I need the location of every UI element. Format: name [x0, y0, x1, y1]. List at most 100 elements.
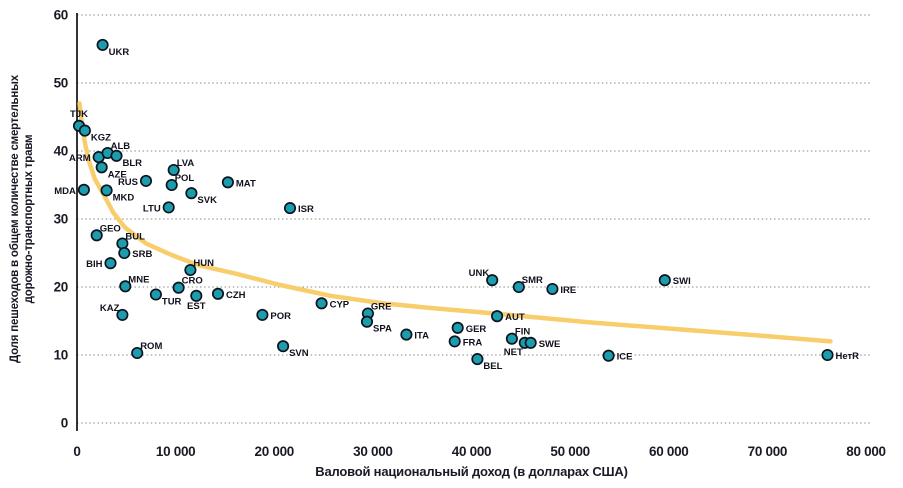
point-label-ISR: ISR [298, 204, 314, 215]
x-tick-label-3: 30 000 [353, 444, 393, 459]
point-label-IRE: IRE [560, 285, 576, 296]
x-tick-label-4: 40 000 [452, 444, 492, 459]
point-label-SPA: SPA [373, 324, 392, 335]
data-point-GER [451, 321, 464, 334]
point-label-GRE: GRE [371, 302, 392, 313]
point-label-AUT: AUT [505, 312, 525, 323]
point-label-SVN: SVN [289, 348, 309, 359]
trend-line [77, 101, 833, 344]
data-point-LTU [162, 201, 175, 214]
y-tick-label-10: 10 [54, 348, 68, 363]
point-label-EST: EST [187, 301, 206, 312]
point-label-UNK: UNK [469, 268, 490, 279]
y-tick-label-50: 50 [54, 76, 68, 91]
x-tick-label-2: 20 000 [255, 444, 295, 459]
y-tick-label-0: 0 [61, 416, 68, 431]
data-point-EST [190, 289, 203, 302]
data-point-MAT [221, 176, 234, 189]
x-tick-label-5: 50 000 [550, 444, 590, 459]
data-point-BIH [104, 257, 117, 270]
point-label-AZE: AZE [108, 169, 127, 180]
data-point-CYP [315, 297, 328, 310]
data-point-FIN [505, 332, 518, 345]
point-label-SVK: SVK [197, 195, 217, 206]
data-point-MNE [119, 280, 132, 293]
x-tick-label-0: 0 [73, 444, 80, 459]
data-point-ICE [602, 349, 615, 362]
data-point-MDA [77, 183, 90, 196]
data-point-AZE [95, 161, 108, 174]
point-label-POR: POR [270, 311, 291, 322]
x-tick-label-1: 10 000 [156, 444, 196, 459]
point-label-ICE: ICE [617, 352, 633, 363]
data-point-KGZ [78, 124, 91, 137]
point-label-GEO: GEO [100, 223, 121, 234]
point-label-UKR: UKR [109, 47, 130, 58]
y-axis-title-line2: дорожно-транспортных травм [23, 134, 35, 304]
data-point-ISR [283, 202, 297, 215]
data-point-SWE [524, 336, 537, 349]
data-point-НетR [821, 348, 834, 362]
y-tick-label-20: 20 [54, 280, 68, 295]
data-point-LVA [167, 163, 180, 177]
point-label-LTU: LTU [143, 203, 161, 214]
point-label-SMR: SMR [522, 275, 543, 286]
data-point-KAZ [116, 308, 129, 321]
data-point-UKR [96, 38, 109, 51]
data-point-BEL [471, 353, 484, 366]
x-tick-label-8: 80 000 [846, 444, 886, 459]
point-label-ARM: ARM [69, 153, 91, 164]
point-label-BIH: BIH [86, 259, 103, 270]
point-label-KGZ: KGZ [91, 133, 111, 144]
point-label-CRO: CRO [182, 276, 203, 287]
data-point-ROM [131, 346, 144, 360]
data-point-ITA [400, 328, 413, 341]
point-label-MKD: MKD [113, 192, 135, 203]
point-label-KAZ: KAZ [100, 303, 120, 314]
point-label-ROM: ROM [140, 341, 162, 352]
point-label-BEL: BEL [483, 361, 502, 372]
y-axis-title-line1: Доля пешеходов в общем количестве смерте… [9, 75, 21, 363]
point-label-NET: NET [504, 347, 523, 358]
data-point-UNK [486, 274, 499, 287]
point-label-FIN: FIN [515, 327, 530, 338]
data-point-SMR [512, 280, 525, 294]
point-label-POL: POL [175, 173, 195, 184]
point-label-SWE: SWE [539, 339, 561, 350]
point-label-ITA: ITA [414, 331, 429, 342]
data-point-POR [256, 308, 269, 321]
data-point-SVN [277, 340, 290, 353]
x-axis-title: Валовой национальный доход (в долларах С… [315, 464, 628, 479]
point-label-RUS: RUS [118, 177, 138, 188]
data-point-SVK [185, 187, 198, 200]
point-label-CZH: CZH [226, 290, 246, 301]
point-label-CYP: CYP [330, 299, 350, 310]
point-label-TJK: TJK [70, 109, 88, 120]
point-label-MDA: MDA [54, 186, 76, 197]
point-label-HUN: HUN [193, 258, 214, 269]
point-label-FRA: FRA [463, 337, 483, 348]
point-label-GER: GER [466, 324, 487, 335]
point-label-НетR: НетR [836, 351, 860, 362]
y-tick-label-30: 30 [54, 212, 68, 227]
data-point-HUN [184, 263, 197, 277]
y-axis-title: Доля пешеходов в общем количестве смерте… [8, 0, 36, 439]
point-label-MNE: MNE [128, 274, 149, 285]
data-point-CRO [172, 281, 185, 294]
data-point-TUR [149, 288, 162, 301]
y-tick-label-60: 60 [54, 8, 68, 23]
data-point-SPA [360, 315, 374, 328]
data-point-IRE [546, 282, 559, 296]
data-point-BLR [110, 149, 123, 162]
x-tick-label-7: 70 000 [748, 444, 788, 459]
data-point-MKD [100, 184, 113, 197]
point-label-TUR: TUR [162, 297, 182, 308]
point-label-MAT: MAT [236, 178, 256, 189]
y-tick-label-40: 40 [54, 144, 68, 159]
point-label-ALB: ALB [111, 141, 131, 152]
data-point-FRA [448, 335, 461, 348]
point-label-SWI: SWI [673, 276, 691, 287]
data-point-SWI [658, 274, 671, 287]
